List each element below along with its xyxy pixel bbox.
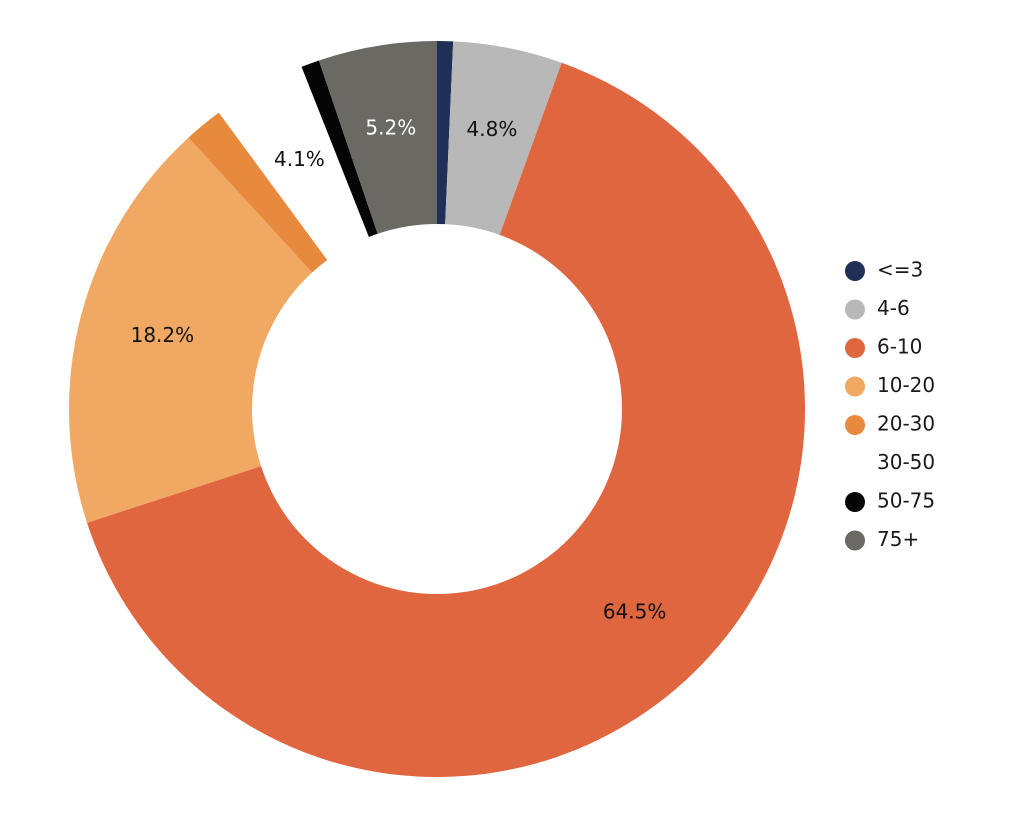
- slice-50-75: [301, 60, 378, 237]
- legend-item-10-20: 10-20: [845, 373, 935, 397]
- slice-label-10-20: 18.2%: [131, 323, 195, 347]
- slice-6-10: [87, 62, 806, 778]
- slice-le3: [437, 41, 454, 225]
- legend-swatch-le3: [845, 261, 865, 281]
- slice-label-6-10: 64.5%: [603, 599, 667, 623]
- legend-label-30-50: 30-50: [877, 450, 935, 474]
- slice-label-30-50: 4.1%: [274, 147, 325, 171]
- legend-label-10-20: 10-20: [877, 373, 935, 397]
- legend-label-6-10: 6-10: [877, 335, 922, 359]
- legend-swatch-10-20: [845, 376, 865, 397]
- legend-swatch-50-75: [845, 492, 865, 512]
- slice-75plus: [318, 41, 437, 234]
- slice-label-4-6: 4.8%: [467, 117, 518, 141]
- legend-item-4-6: 4-6: [845, 296, 910, 320]
- legend-label-75plus: 75+: [877, 527, 919, 551]
- legend-swatch-6-10: [845, 338, 865, 358]
- legend-label-50-75: 50-75: [877, 489, 935, 513]
- legend-item-30-50: 30-50: [845, 450, 935, 474]
- legend-label-20-30: 20-30: [877, 412, 935, 436]
- legend-swatch-20-30: [845, 415, 865, 435]
- legend-item-le3: <=3: [845, 258, 923, 282]
- slice-20-30: [188, 112, 328, 273]
- legend-item-50-75: 50-75: [845, 489, 935, 513]
- legend: <=3 4-6 6-10 10-20 20-30 30-50 50-75 75+: [845, 258, 935, 551]
- legend-item-75plus: 75+: [845, 527, 919, 551]
- slices-layer: [68, 41, 806, 778]
- legend-swatch-75plus: [845, 530, 865, 551]
- legend-item-20-30: 20-30: [845, 412, 935, 436]
- slice-30-50: [218, 66, 369, 261]
- slice-label-75plus: 5.2%: [365, 115, 416, 139]
- legend-swatch-4-6: [845, 299, 865, 320]
- labels-layer: 4.8% 64.5% 18.2% 4.1% 5.2%: [131, 115, 667, 623]
- legend-label-4-6: 4-6: [877, 296, 910, 320]
- legend-item-6-10: 6-10: [845, 335, 922, 359]
- slice-4-6: [445, 41, 562, 235]
- legend-label-le3: <=3: [877, 258, 923, 282]
- legend-swatch-30-50: [845, 453, 865, 474]
- slice-10-20: [68, 137, 313, 523]
